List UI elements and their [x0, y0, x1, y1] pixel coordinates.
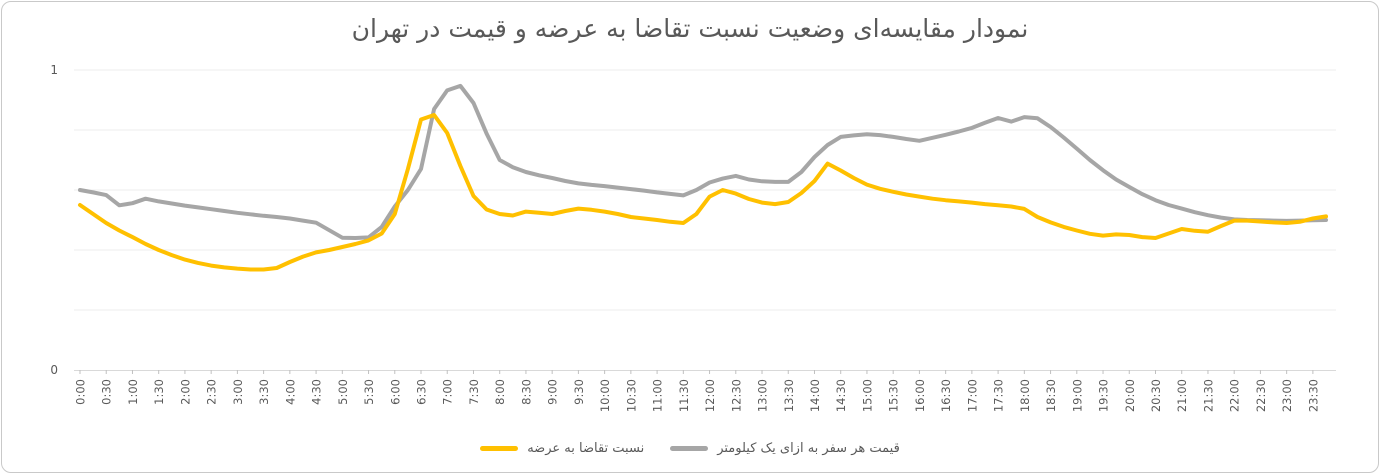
x-tick-label: 23:30 [1306, 379, 1320, 412]
x-tick-label: 7:00 [441, 379, 455, 405]
x-tick-label: 2:00 [178, 379, 192, 405]
chart-title: نمودار مقایسه‌ای وضعیت نسبت تقاضا به عرض… [351, 14, 1029, 43]
x-tick-label: 4:30 [310, 379, 324, 405]
x-tick-label: 15:00 [860, 379, 874, 412]
x-tick-label: 21:00 [1175, 379, 1189, 412]
x-tick-label: 0:00 [74, 379, 88, 405]
x-tick-label: 13:30 [782, 379, 796, 412]
legend-label-price-per-km: قیمت هر سفر به ازای یک کیلومتر [717, 440, 900, 456]
x-tick-label: 11:00 [651, 379, 665, 412]
x-tick-label: 12:00 [703, 379, 717, 412]
x-tick-label: 17:30 [992, 379, 1006, 412]
legend-item-price-per-km: قیمت هر سفر به ازای یک کیلومتر [670, 441, 900, 456]
chart-legend: نسبت تقاضا به عرضه قیمت هر سفر به ازای ی… [2, 435, 1378, 461]
series-line-demand-supply-ratio [78, 113, 1328, 272]
x-tick-label: 9:00 [546, 379, 560, 405]
x-tick-label: 11:30 [677, 379, 691, 412]
x-tick-label: 0:30 [100, 379, 114, 405]
x-tick-label: 6:30 [415, 379, 429, 405]
x-tick-label: 22:30 [1254, 379, 1268, 412]
x-tick-label: 20:00 [1123, 379, 1137, 412]
x-tick-label: 19:30 [1097, 379, 1111, 412]
x-tick-label: 1:00 [126, 379, 140, 405]
x-tick-label: 20:30 [1149, 379, 1163, 412]
x-tick-label: 3:30 [257, 379, 271, 405]
x-tick-label: 16:30 [939, 379, 953, 412]
y-axis-label-min: 0 [50, 363, 58, 377]
x-tick-label: 23:00 [1280, 379, 1294, 412]
y-axis-label-max: 1 [50, 63, 58, 77]
x-tick-label: 21:30 [1201, 379, 1215, 412]
series-line-price-per-km [78, 83, 1328, 240]
x-tick-label: 3:00 [231, 379, 245, 405]
x-tick-label: 8:30 [519, 379, 533, 405]
x-tick-label: 18:30 [1044, 379, 1058, 412]
x-tick-label: 13:00 [756, 379, 770, 412]
x-tick-label: 16:00 [913, 379, 927, 412]
x-tick-label: 19:00 [1070, 379, 1084, 412]
x-tick-label: 9:30 [572, 379, 586, 405]
x-tick-label: 8:00 [493, 379, 507, 405]
x-tick-label: 22:00 [1228, 379, 1242, 412]
x-tick-label: 18:00 [1018, 379, 1032, 412]
x-tick-label: 5:00 [336, 379, 350, 405]
x-tick-label: 14:00 [808, 379, 822, 412]
x-tick-label: 10:00 [598, 379, 612, 412]
legend-item-demand-supply-ratio: نسبت تقاضا به عرضه [480, 441, 644, 456]
x-tick-label: 1:30 [152, 379, 166, 405]
legend-label-demand-supply-ratio: نسبت تقاضا به عرضه [527, 440, 645, 456]
x-tick-label: 5:30 [362, 379, 376, 405]
x-tick-label: 15:30 [887, 379, 901, 412]
legend-swatch-price-per-km [670, 445, 709, 451]
x-tick-label: 7:30 [467, 379, 481, 405]
x-tick-label: 4:00 [283, 379, 297, 405]
legend-swatch-demand-supply-ratio [480, 445, 519, 451]
x-tick-label: 2:30 [205, 379, 219, 405]
x-tick-label: 6:00 [388, 379, 402, 405]
x-tick-label: 14:30 [834, 379, 848, 412]
x-tick-label: 12:30 [729, 379, 743, 412]
x-tick-label: 10:30 [624, 379, 638, 412]
x-tick-label: 17:00 [965, 379, 979, 412]
